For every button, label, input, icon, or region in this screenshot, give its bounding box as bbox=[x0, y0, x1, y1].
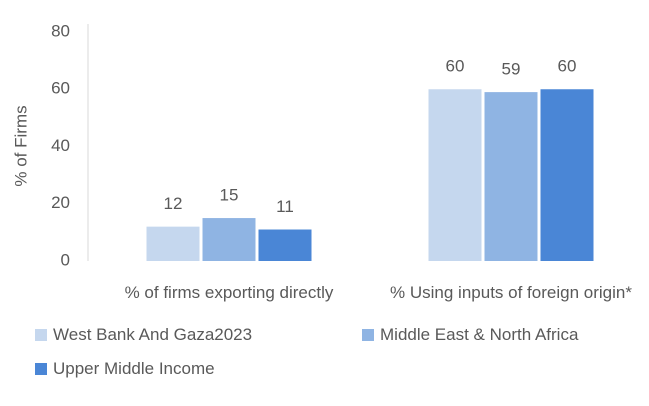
data-label: 60 bbox=[558, 57, 577, 76]
legend-item: Upper Middle Income bbox=[35, 357, 215, 381]
legend-label: West Bank And Gaza2023 bbox=[53, 325, 253, 344]
legend-swatch bbox=[362, 329, 374, 341]
bar bbox=[540, 89, 594, 261]
legend-label: Upper Middle Income bbox=[53, 359, 215, 378]
data-label: 60 bbox=[446, 57, 465, 76]
data-label: 59 bbox=[502, 60, 521, 79]
legend-item: West Bank And Gaza2023 bbox=[35, 323, 252, 347]
bar bbox=[258, 229, 312, 261]
bar bbox=[428, 89, 482, 261]
legend-item: Middle East & North Africa bbox=[362, 323, 578, 347]
y-tick-label: 60 bbox=[51, 79, 70, 98]
x-tick-label: % of firms exporting directly bbox=[124, 283, 334, 302]
bar bbox=[484, 92, 538, 261]
data-label: 11 bbox=[276, 197, 294, 216]
legend-swatch bbox=[35, 329, 47, 341]
data-label: 12 bbox=[164, 194, 183, 213]
y-tick-label: 80 bbox=[51, 21, 70, 40]
y-tick-label: 0 bbox=[61, 250, 70, 269]
legend-swatch bbox=[35, 363, 47, 375]
y-tick-label: 20 bbox=[51, 193, 70, 212]
y-axis-title: % of Firms bbox=[11, 105, 30, 186]
y-tick-label: 40 bbox=[51, 136, 70, 155]
data-label: 15 bbox=[220, 186, 239, 205]
x-tick-label: % Using inputs of foreign origin* bbox=[390, 283, 632, 302]
legend-label: Middle East & North Africa bbox=[380, 325, 579, 344]
bar bbox=[146, 226, 200, 261]
bar bbox=[202, 218, 256, 261]
